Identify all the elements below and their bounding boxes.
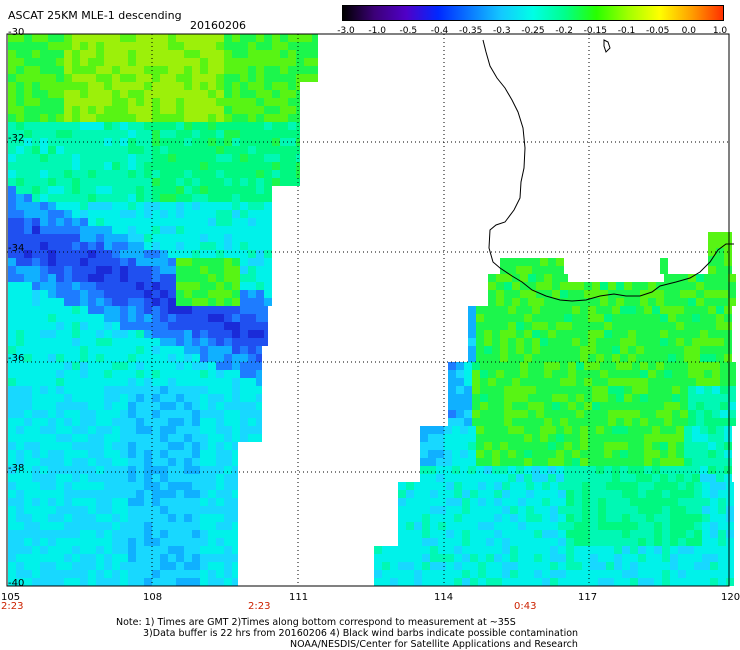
colorbar-label: -0.3 (493, 26, 511, 36)
colorbar-label: -0.2 (555, 26, 573, 36)
island (603, 39, 611, 53)
footnote-line-2: 3)Data buffer is 22 hrs from 20160206 4)… (143, 628, 579, 639)
pass-time: 2:23 (248, 601, 271, 612)
colorbar-label: -0.05 (646, 26, 670, 36)
footnote-line-1: Note: 1) Times are GMT 2)Times along bot… (116, 617, 516, 628)
pass-time: 0:43 (514, 601, 537, 612)
colorbar-label: -0.1 (617, 26, 636, 36)
lon-label: 108 (143, 592, 163, 603)
lon-label: 120 (721, 592, 740, 603)
lon-label: 114 (434, 592, 454, 603)
colorbar-label: -1.0 (368, 26, 386, 36)
colorbar-label: -3.0 (337, 26, 355, 36)
lat-label: -32 (8, 133, 25, 144)
swath-east (374, 232, 736, 586)
product-title: ASCAT 25KM MLE-1 descending (8, 9, 182, 22)
map-frame (6, 33, 730, 587)
colorbar-label: -0.25 (521, 26, 545, 36)
lon-label: 105 (1, 592, 21, 603)
colorbar-label: 0.0 (681, 26, 696, 36)
lat-label: -36 (8, 353, 25, 364)
colorbar-label: -0.15 (583, 26, 607, 36)
lat-label: -40 (8, 578, 25, 589)
lon-label: 117 (578, 592, 598, 603)
footnote-line-3: NOAA/NESDIS/Center for Satellite Applica… (290, 639, 578, 650)
lat-label: -30 (8, 27, 25, 38)
colorbar-label: -0.4 (430, 26, 449, 36)
colorbar-label: -0.35 (459, 26, 483, 36)
pass-time: 2:23 (1, 601, 24, 612)
australia-coastline (482, 39, 734, 302)
swath-west (8, 34, 318, 586)
colorbar (342, 5, 724, 21)
lon-label: 111 (289, 592, 309, 603)
product-date: 20160206 (190, 19, 246, 32)
colorbar-label: 1.0 (712, 26, 728, 36)
colorbar-label: -0.5 (399, 26, 418, 36)
lat-label: -38 (8, 463, 25, 474)
lat-label: -34 (8, 243, 25, 254)
